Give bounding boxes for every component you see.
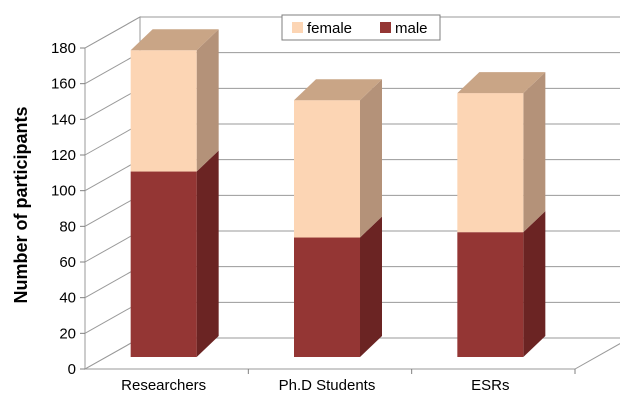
y-axis-ticks: 0 20 40 60 80 100 120 140 160 180 [51,40,85,378]
y-tick-label: 40 [59,290,76,307]
x-category-label: Ph.D Students [279,377,376,394]
bar-segment-male [457,211,546,357]
bar-top [130,29,219,51]
bar-segment-female [294,79,382,238]
x-axis-categories: Researchers Ph.D Students ESRs [121,369,576,394]
bar-side [360,216,382,357]
legend: female male [281,14,441,41]
legend-label-female: female [307,20,352,37]
bar-segment-male [130,150,219,357]
gridline [84,16,620,49]
bar-top [457,72,546,94]
bar-front [130,171,197,357]
bar-front [294,100,360,238]
legend-label-male: male [395,20,428,37]
y-tick-label: 60 [59,254,76,271]
y-tick-label: 160 [51,76,76,93]
x-category-label: ESRs [471,377,509,394]
y-tick-label: 0 [68,361,76,378]
bar-side [196,150,219,357]
x-category-label: Researchers [121,377,206,394]
bar-top [294,79,382,101]
legend-swatch-female [292,22,303,33]
y-tick-label: 100 [51,183,76,200]
bar-front [457,93,524,233]
bar-side [360,79,382,238]
y-axis-label: Number of participants [11,106,31,303]
y-tick-label: 140 [51,111,76,128]
bar-segment-female [130,29,219,172]
legend-swatch-male [380,22,391,33]
bar-front [457,232,524,357]
y-tick-label: 180 [51,40,76,57]
bar-segment-female [457,72,546,233]
bar-segment-male [294,216,382,357]
y-tick-label: 20 [59,325,76,342]
bar-side [523,72,546,233]
bar-side [196,29,219,172]
bar-front [130,50,197,172]
y-tick-label: 80 [59,218,76,235]
bar-front [294,237,360,357]
bar-side [523,211,546,357]
y-tick-label: 120 [51,147,76,164]
legend-box [281,14,441,41]
bars [130,29,546,357]
